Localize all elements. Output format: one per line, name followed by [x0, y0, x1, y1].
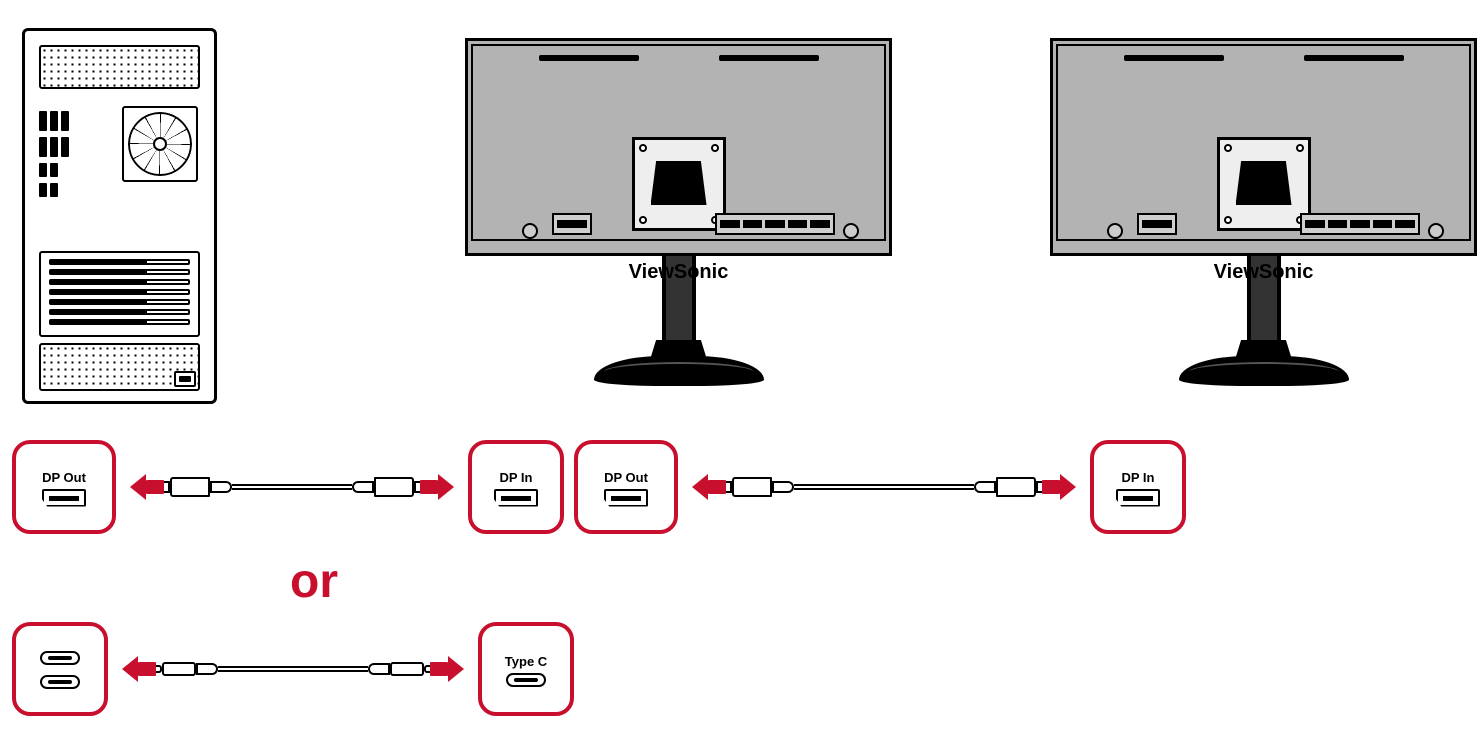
monitor-2-knob-right-icon	[1428, 223, 1444, 239]
arrow-right-icon	[420, 474, 454, 500]
monitor-2-port-strip-left	[1137, 213, 1177, 235]
monitor-2-port-strip-right	[1300, 213, 1420, 235]
usbc-port-icon	[506, 673, 546, 687]
dp-cable-2	[732, 477, 1036, 497]
device-row: ViewSonic ViewSonic	[20, 20, 1463, 420]
pc-tower	[22, 28, 217, 404]
dp-out-pc-label: DP Out	[42, 470, 86, 485]
dp-in-mon1-label: DP In	[500, 470, 533, 485]
pc-fan-icon	[122, 106, 198, 182]
monitor-1-brand-label: ViewSonic	[629, 261, 729, 284]
monitor-2: ViewSonic	[1050, 38, 1477, 408]
monitor-2-stand-base	[1179, 356, 1349, 386]
usbc-typec-port-box: Type C	[478, 622, 574, 716]
monitor-1-speaker-slots	[539, 55, 819, 61]
pc-top-vents	[39, 45, 200, 89]
monitor-1-port-strip-right	[715, 213, 835, 235]
monitor-2-knob-left-icon	[1107, 223, 1123, 239]
monitor-2-body	[1050, 38, 1477, 256]
monitor-1: ViewSonic	[465, 38, 892, 408]
displayport-icon	[494, 489, 538, 507]
monitor-2-speaker-slots	[1124, 55, 1404, 61]
arrow-left-icon	[130, 474, 164, 500]
monitor-1-neck-bracket	[651, 161, 707, 205]
monitor-1-knob-left-icon	[522, 223, 538, 239]
usbc-port-icon	[40, 651, 80, 665]
pc-rear-ports	[39, 111, 97, 221]
typec-label: Type C	[505, 654, 547, 669]
usbc-plug-icon	[390, 662, 424, 676]
or-separator-label: or	[290, 554, 338, 609]
displayport-icon	[604, 489, 648, 507]
dp-out-mon1-port-box: DP Out	[574, 440, 678, 534]
dp-in-mon2-label: DP In	[1122, 470, 1155, 485]
monitor-2-brand-label: ViewSonic	[1214, 261, 1314, 284]
pc-expansion-slots	[39, 251, 200, 337]
monitor-1-port-strip-left	[552, 213, 592, 235]
dp-cable-1	[170, 477, 414, 497]
dp-plug-icon	[170, 477, 210, 497]
arrow-right-icon	[1042, 474, 1076, 500]
usbc-port-icon	[40, 675, 80, 689]
dp-plug-icon	[374, 477, 414, 497]
usbc-connection-row: Type C	[12, 622, 574, 716]
displayport-icon	[42, 489, 86, 507]
dp-daisy-chain-row: DP Out DP In DP Out DP In	[12, 440, 1471, 534]
dp-out-pc-port-box: DP Out	[12, 440, 116, 534]
monitor-1-body	[465, 38, 892, 256]
arrow-right-icon	[430, 656, 464, 682]
arrow-left-icon	[692, 474, 726, 500]
monitor-1-knob-right-icon	[843, 223, 859, 239]
dp-in-mon2-port-box: DP In	[1090, 440, 1186, 534]
usbc-source-port-box	[12, 622, 108, 716]
dp-plug-icon	[996, 477, 1036, 497]
arrow-left-icon	[122, 656, 156, 682]
dp-in-mon1-port-box: DP In	[468, 440, 564, 534]
usbc-plug-icon	[162, 662, 196, 676]
dp-out-mon1-label: DP Out	[604, 470, 648, 485]
monitor-2-neck-bracket	[1236, 161, 1292, 205]
usbc-cable	[162, 662, 424, 676]
dp-plug-icon	[732, 477, 772, 497]
pc-power-inlet-icon	[174, 371, 196, 387]
monitor-1-stand-base	[594, 356, 764, 386]
displayport-icon	[1116, 489, 1160, 507]
